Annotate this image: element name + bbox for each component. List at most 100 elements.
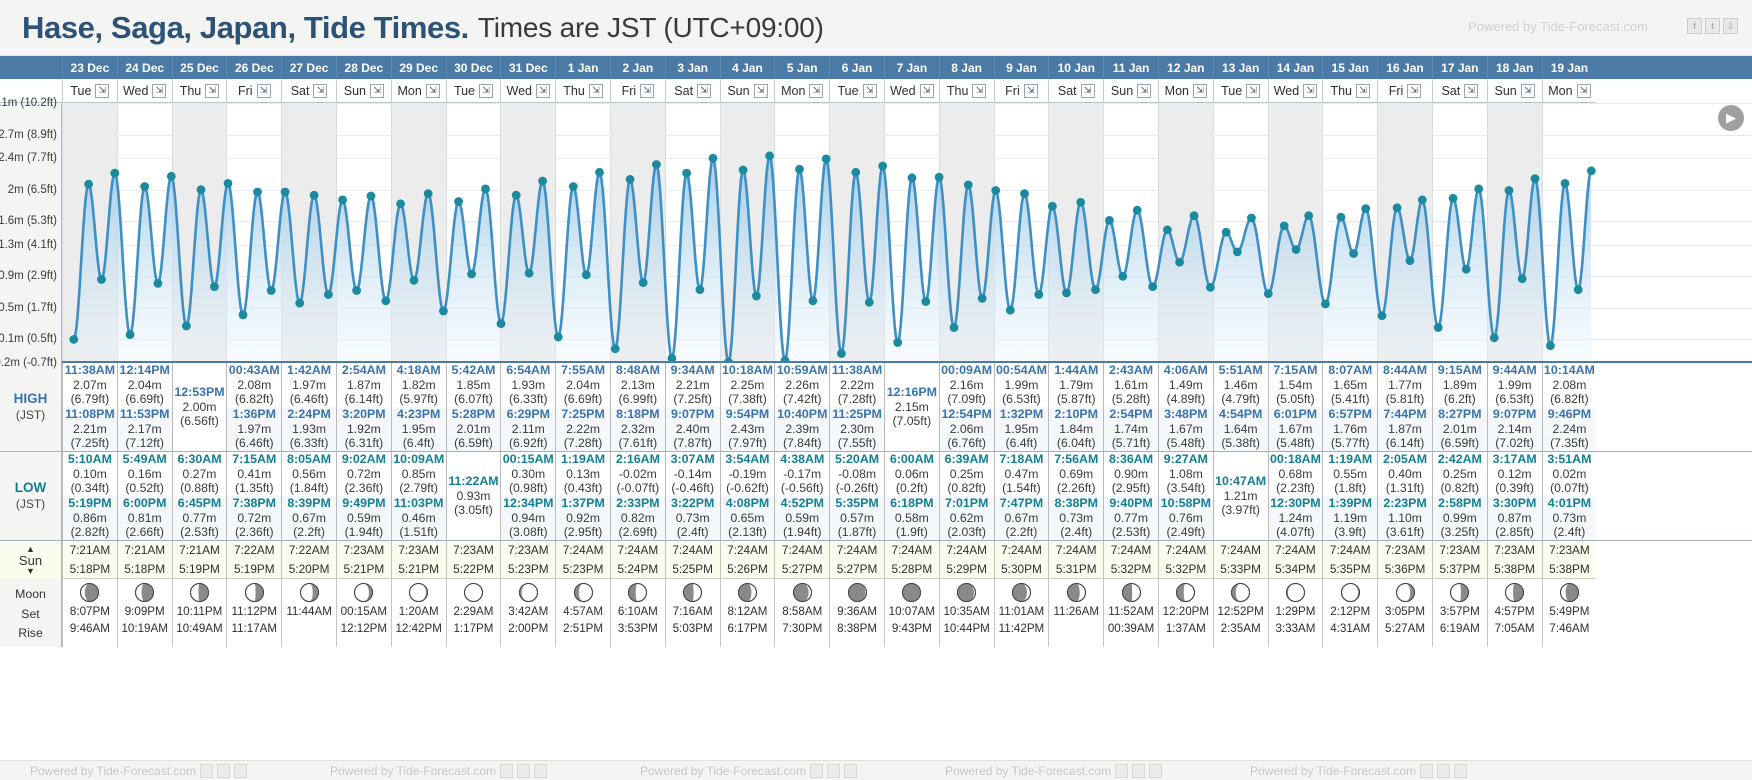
tide-extreme-marker[interactable] xyxy=(153,279,163,288)
tide-extreme-marker[interactable] xyxy=(991,186,1001,195)
tide-extreme-marker[interactable] xyxy=(667,353,677,363)
tide-extreme-marker[interactable] xyxy=(467,269,476,279)
expand-icon[interactable]: ⇲ xyxy=(205,83,220,98)
expand-icon[interactable]: ⇲ xyxy=(640,83,655,98)
tide-extreme-marker[interactable] xyxy=(454,197,463,206)
tide-extreme-marker[interactable] xyxy=(625,175,635,184)
expand-icon[interactable]: ⇲ xyxy=(972,83,987,98)
tide-extreme-marker[interactable] xyxy=(1132,205,1142,215)
tide-extreme-marker[interactable] xyxy=(210,282,219,291)
tide-extreme-marker[interactable] xyxy=(1005,305,1015,315)
tide-extreme-marker[interactable] xyxy=(1091,285,1100,295)
tide-extreme-marker[interactable] xyxy=(1263,289,1273,299)
tide-extreme-marker[interactable] xyxy=(708,153,718,163)
tide-extreme-marker[interactable] xyxy=(1474,184,1484,194)
expand-icon[interactable]: ⇲ xyxy=(479,83,494,98)
tide-extreme-marker[interactable] xyxy=(821,154,831,164)
expand-icon[interactable]: ⇲ xyxy=(1023,83,1038,98)
expand-icon[interactable]: ⇲ xyxy=(1520,83,1535,98)
expand-icon[interactable]: ⇲ xyxy=(425,83,440,98)
tide-extreme-marker[interactable] xyxy=(1062,288,1071,298)
footer-share-icon[interactable] xyxy=(1149,764,1163,778)
play-animation-icon[interactable]: ▶ xyxy=(1718,105,1744,131)
footer-share-icon[interactable] xyxy=(500,764,514,778)
tide-extreme-marker[interactable] xyxy=(1279,221,1289,231)
tide-extreme-marker[interactable] xyxy=(1586,166,1596,176)
expand-icon[interactable]: ⇲ xyxy=(1407,83,1422,98)
tide-extreme-marker[interactable] xyxy=(610,344,620,354)
tide-extreme-marker[interactable] xyxy=(595,167,604,177)
tide-extreme-marker[interactable] xyxy=(1433,323,1443,332)
date-header-cell[interactable]: 26 Dec xyxy=(226,56,281,79)
footer-share-icon[interactable] xyxy=(1454,764,1468,778)
date-header-cell[interactable]: 29 Dec xyxy=(390,56,446,79)
footer-share-icon[interactable] xyxy=(234,764,248,778)
facebook-share-icon[interactable]: f xyxy=(1687,18,1702,34)
tide-extreme-marker[interactable] xyxy=(1034,290,1044,299)
tide-extreme-marker[interactable] xyxy=(780,356,790,363)
footer-share-icon[interactable] xyxy=(844,764,858,778)
tide-extreme-marker[interactable] xyxy=(581,270,591,280)
tide-extreme-marker[interactable] xyxy=(1221,227,1231,237)
date-header-cell[interactable]: 16 Jan xyxy=(1377,56,1432,79)
tide-extreme-marker[interactable] xyxy=(1392,203,1402,213)
date-header-cell[interactable]: 23 Dec xyxy=(62,56,117,79)
tide-extreme-marker[interactable] xyxy=(280,187,290,197)
tide-extreme-marker[interactable] xyxy=(1517,274,1527,284)
tide-extreme-marker[interactable] xyxy=(893,338,903,347)
tide-extreme-marker[interactable] xyxy=(439,306,448,316)
tide-extreme-marker[interactable] xyxy=(1291,245,1301,254)
tide-extreme-marker[interactable] xyxy=(851,167,861,177)
expand-icon[interactable]: ⇲ xyxy=(1303,83,1318,98)
footer-share-icon[interactable] xyxy=(1420,764,1434,778)
date-header-cell[interactable]: 2 Jan xyxy=(609,56,665,79)
tide-extreme-marker[interactable] xyxy=(125,330,135,339)
date-header-cell[interactable]: 11 Jan xyxy=(1103,56,1158,79)
tide-extreme-marker[interactable] xyxy=(166,171,176,181)
tide-extreme-marker[interactable] xyxy=(1361,204,1371,213)
tide-extreme-marker[interactable] xyxy=(1048,201,1057,211)
tide-extreme-marker[interactable] xyxy=(934,172,944,182)
tide-extreme-marker[interactable] xyxy=(238,310,248,320)
tide-extreme-marker[interactable] xyxy=(309,190,319,200)
tide-extreme-marker[interactable] xyxy=(1020,189,1029,198)
tide-extreme-marker[interactable] xyxy=(352,286,361,295)
tide-extreme-marker[interactable] xyxy=(963,180,973,190)
date-header-cell[interactable]: 10 Jan xyxy=(1048,56,1103,79)
date-header-cell[interactable]: 30 Dec xyxy=(445,56,501,79)
tide-extreme-marker[interactable] xyxy=(366,191,376,201)
tide-extreme-marker[interactable] xyxy=(1530,174,1540,183)
tide-extreme-marker[interactable] xyxy=(1175,257,1184,267)
expand-icon[interactable]: ⇲ xyxy=(1137,83,1152,98)
date-header-cell[interactable]: 19 Jan xyxy=(1541,56,1597,79)
date-header-cell[interactable]: 18 Jan xyxy=(1486,56,1542,79)
expand-icon[interactable]: ⇲ xyxy=(256,83,271,98)
footer-share-icon[interactable] xyxy=(1132,764,1146,778)
date-header-cell[interactable]: 3 Jan xyxy=(664,56,720,79)
date-header-cell[interactable]: 5 Jan xyxy=(774,56,829,79)
tide-extreme-marker[interactable] xyxy=(1349,249,1358,258)
tide-extreme-marker[interactable] xyxy=(765,151,774,161)
expand-icon[interactable]: ⇲ xyxy=(753,83,768,98)
date-header-cell[interactable]: 9 Jan xyxy=(993,56,1049,79)
tide-extreme-marker[interactable] xyxy=(1189,211,1199,221)
tide-extreme-marker[interactable] xyxy=(524,268,534,278)
expand-icon[interactable]: ⇲ xyxy=(1080,83,1095,98)
tide-extreme-marker[interactable] xyxy=(1233,247,1242,257)
tide-extreme-marker[interactable] xyxy=(638,278,648,287)
tide-extreme-marker[interactable] xyxy=(1163,225,1172,235)
date-header-cell[interactable]: 14 Jan xyxy=(1267,56,1323,79)
expand-icon[interactable]: ⇲ xyxy=(95,83,110,98)
date-header-cell[interactable]: 7 Jan xyxy=(883,56,939,79)
tide-extreme-marker[interactable] xyxy=(1206,283,1215,292)
tide-extreme-marker[interactable] xyxy=(423,189,433,198)
tide-extreme-marker[interactable] xyxy=(1247,213,1256,223)
tide-extreme-marker[interactable] xyxy=(738,165,748,175)
date-header-cell[interactable]: 15 Jan xyxy=(1322,56,1377,79)
tide-extreme-marker[interactable] xyxy=(1461,264,1471,274)
footer-share-icon[interactable] xyxy=(200,764,214,778)
date-header-cell[interactable]: 27 Dec xyxy=(281,56,336,79)
tide-extreme-marker[interactable] xyxy=(1148,282,1158,291)
expand-icon[interactable]: ⇲ xyxy=(1576,83,1591,98)
tide-extreme-marker[interactable] xyxy=(338,195,347,205)
